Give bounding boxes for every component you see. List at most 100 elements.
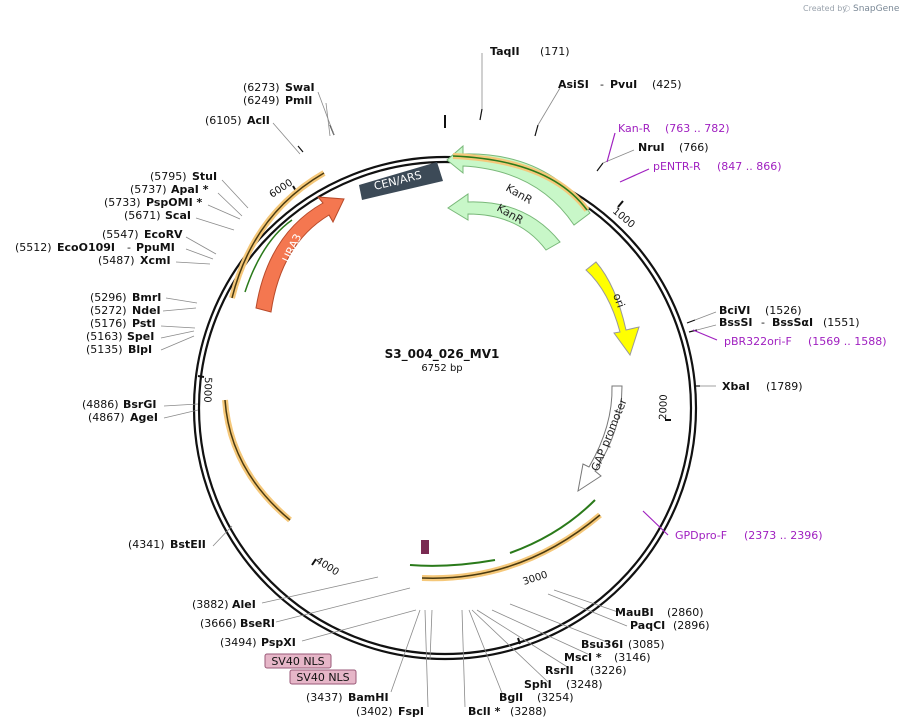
enzyme-swai-pos: (6273) xyxy=(243,81,280,94)
enzyme-spei-pos: (5163) xyxy=(86,330,123,343)
orf-left-green-line xyxy=(244,219,293,293)
enzyme-bgli: BglI xyxy=(499,691,523,704)
tick-2000: 2000 xyxy=(658,394,670,420)
enzyme-bsu36i: Bsu36I xyxy=(581,638,623,651)
enzyme-ecorv: EcoRV xyxy=(144,228,183,241)
primer-gpdpro-f-arrow xyxy=(642,510,669,536)
enzyme-pspxi-pos: (3494) xyxy=(220,636,257,649)
enzyme-stui: StuI xyxy=(192,170,217,183)
orf-left-lower-line xyxy=(224,399,291,521)
enzyme-xcmi: XcmI xyxy=(140,254,171,267)
sv40-nls-marker xyxy=(421,540,429,554)
orf-bottom-line xyxy=(421,514,601,579)
enzyme-bsssi: BssSI xyxy=(719,316,753,329)
enzyme-asisi-sep: - xyxy=(600,78,604,91)
primer-kan-r-arrow xyxy=(606,132,616,163)
enzyme-bsrgi-pos: (4886) xyxy=(82,398,119,411)
enzyme-bgli-pos: (3254) xyxy=(537,691,574,704)
gap-promoter-feature xyxy=(577,385,623,493)
orf-left-lower-band xyxy=(222,399,292,523)
enzyme-bseri: BseRI xyxy=(240,617,275,630)
enzyme-blpi: BlpI xyxy=(128,343,152,356)
enzyme-sphi-pos: (3248) xyxy=(566,678,603,691)
enzyme-rsrii-pos: (3226) xyxy=(590,664,627,677)
enzyme-bsrgi: BsrGI xyxy=(123,398,156,411)
enzyme-maubi-pos: (2860) xyxy=(667,606,704,619)
enzyme-bsssai-pos: (1551) xyxy=(823,316,860,329)
primer-gpdpro-f: GPDpro-F xyxy=(675,529,727,542)
enzyme-bamhi-pos: (3437) xyxy=(306,691,343,704)
backbone-outer-ring xyxy=(192,155,698,661)
enzyme-fspi: FspI xyxy=(398,705,424,718)
enzyme-bcli-pos: (3288) xyxy=(510,705,547,718)
enzyme-pspomi-pos: (5733) xyxy=(104,196,141,209)
bottom-leaders xyxy=(261,576,628,708)
credit-brand: SnapGene xyxy=(853,4,900,14)
enzyme-scai: ScaI xyxy=(165,209,191,222)
scale-ticks: 1000 2000 3000 4000 5000 6000 xyxy=(197,177,671,645)
enzyme-bmri: BmrI xyxy=(132,291,161,304)
enzyme-swai: SwaI xyxy=(285,81,315,94)
primer-gpdpro-f-range: (2373 .. 2396) xyxy=(744,529,823,542)
enzyme-spei: SpeI xyxy=(127,330,154,343)
enzyme-stui-pos: (5795) xyxy=(150,170,187,183)
enzyme-bsssai: BssSαI xyxy=(772,316,813,329)
tick-4000: 4000 xyxy=(313,555,340,578)
primer-kan-r-range: (763 .. 782) xyxy=(665,122,730,135)
cen-ars-feature xyxy=(359,162,443,200)
enzyme-acli-pos: (6105) xyxy=(205,114,242,127)
enzyme-msci: MscI * xyxy=(564,651,602,664)
primer-pbr322ori-f-arrow xyxy=(692,329,718,341)
enzyme-ecoo109i-pos: (5512) xyxy=(15,241,52,254)
primer-kan-r: Kan-R xyxy=(618,122,651,135)
enzyme-bsu36i-pos: (3085) xyxy=(628,638,665,651)
orf-bottom-band xyxy=(421,512,602,582)
plasmid-name: S3_004_026_MV1 xyxy=(385,347,500,362)
enzyme-blpi-pos: (5135) xyxy=(86,343,123,356)
ori-feature xyxy=(585,261,640,357)
enzyme-ecorv-pos: (5547) xyxy=(102,228,139,241)
kanr-orf-line xyxy=(452,155,588,211)
primer-pbr322ori-f: pBR322ori-F xyxy=(724,335,792,348)
left-leaders xyxy=(160,91,335,547)
kanr-label-2: KanR xyxy=(495,201,526,227)
enzyme-taqii-pos: (171) xyxy=(540,45,570,58)
enzyme-pmli-pos: (6249) xyxy=(243,94,280,107)
enzyme-xbai-pos: (1789) xyxy=(766,380,803,393)
enzyme-ppumi: PpuMI xyxy=(136,241,175,254)
enzyme-alei-pos: (3882) xyxy=(192,598,229,611)
enzyme-alei: AleI xyxy=(232,598,256,611)
primer-pbr322ori-f-range: (1569 .. 1588) xyxy=(808,335,887,348)
leader-bsssi xyxy=(696,324,717,331)
plasmid-length: 6752 bp xyxy=(421,363,462,374)
enzyme-psti: PstI xyxy=(132,317,156,330)
enzyme-bseri-pos: (3666) xyxy=(200,617,237,630)
kanr-label-1: KanR xyxy=(504,181,535,207)
enzyme-msci-pos: (3146) xyxy=(614,651,651,664)
leader-nrui xyxy=(602,149,635,164)
ori-label: ori xyxy=(610,292,627,310)
sv40-nls-box-1 xyxy=(264,653,332,669)
enzyme-bsteii-pos: (4341) xyxy=(128,538,165,551)
backbone-inner-ring xyxy=(197,160,693,656)
snapgene-logo-icon: ⬡ xyxy=(843,4,850,13)
enzyme-bamhi: BamHI xyxy=(348,691,389,704)
tick-1000: 1000 xyxy=(610,206,637,231)
ura3-feature xyxy=(255,196,345,313)
enzyme-ndei-pos: (5272) xyxy=(90,304,127,317)
enzyme-xcmi-pos: (5487) xyxy=(98,254,135,267)
enzyme-bmri-pos: (5296) xyxy=(90,291,127,304)
enzyme-bsssi-sep: - xyxy=(761,316,765,329)
enzyme-agei-pos: (4867) xyxy=(88,411,125,424)
credit-prefix: Created by xyxy=(803,4,847,13)
enzyme-nrui-pos: (766) xyxy=(679,141,709,154)
primer-pentr-r: pENTR-R xyxy=(653,160,701,173)
enzyme-xbai: XbaI xyxy=(722,380,750,393)
sv40-nls-label-2: SV40 NLS xyxy=(296,671,349,684)
enzyme-paqci: PaqCI xyxy=(630,619,665,632)
enzyme-maubi: MauBI xyxy=(615,606,654,619)
leader-asisi xyxy=(537,87,561,126)
enzyme-taqii: TaqII xyxy=(490,45,520,58)
enzyme-paqci-pos: (2896) xyxy=(673,619,710,632)
tick-5000: 5000 xyxy=(201,377,213,403)
